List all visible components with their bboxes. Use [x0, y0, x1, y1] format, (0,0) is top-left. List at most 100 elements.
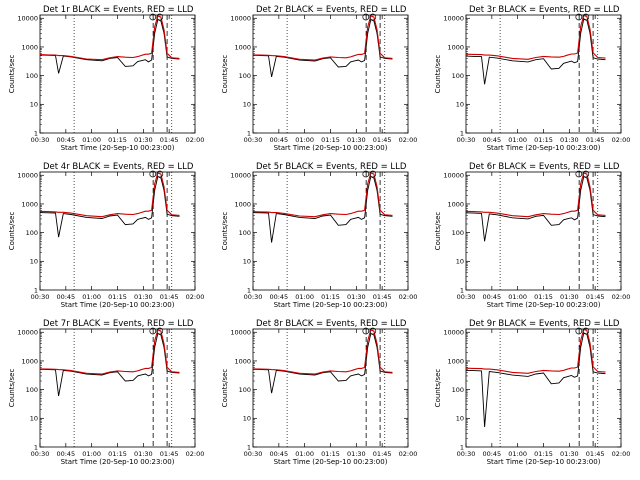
x-tick-label: 00:30 [244, 293, 263, 301]
peak-marker-circle [369, 327, 377, 335]
peak-marker-circle [149, 13, 157, 21]
x-tick-label: 00:45 [482, 136, 501, 144]
x-tick-label: 01:45 [160, 450, 179, 458]
x-tick-label: 01:30 [347, 293, 366, 301]
y-tick-label: 1 [247, 129, 251, 137]
y-tick-label: 100 [26, 386, 38, 394]
x-tick-label: 00:30 [31, 136, 50, 144]
series-lld-line [39, 15, 180, 61]
x-tick-label: 01:45 [160, 293, 179, 301]
y-tick-label: 10000 [443, 172, 464, 180]
x-tick-label: 01:30 [560, 136, 579, 144]
panel-title: Det 3r BLACK = Events, RED = LLD [469, 5, 620, 15]
x-tick-label: 01:15 [534, 293, 553, 301]
x-tick-label: 01:00 [508, 293, 527, 301]
series-events-line [465, 18, 606, 85]
panel-5: Det 5r BLACK = Events, RED = LLD 1 10 100 10… [221, 162, 417, 309]
x-tick-label: 02:00 [399, 136, 418, 144]
peak-marker-circle [156, 13, 164, 21]
peak-marker-circle [575, 170, 583, 178]
panel-title: Det 7r BLACK = Events, RED = LLD [43, 319, 194, 329]
plot-frame [252, 171, 409, 291]
x-tick-label: 01:00 [82, 450, 101, 458]
panel-title: Det 2r BLACK = Events, RED = LLD [256, 5, 407, 15]
x-tick-label: 01:30 [347, 450, 366, 458]
y-tick-label: 1000 [447, 43, 464, 51]
x-tick-label: 00:45 [482, 450, 501, 458]
x-tick-label: 01:00 [295, 293, 314, 301]
y-tick-label: 10 [456, 415, 464, 423]
x-tick-label: 01:15 [108, 293, 127, 301]
plot-frame [39, 171, 196, 291]
x-tick-label: 00:30 [457, 450, 476, 458]
series-events-line [39, 332, 180, 397]
y-tick-label: 10000 [443, 329, 464, 337]
x-tick-label: 01:45 [373, 450, 392, 458]
y-tick-label: 10000 [17, 15, 38, 23]
x-tick-label: 01:15 [108, 450, 127, 458]
plot-frame [465, 171, 622, 291]
x-tick-label: 02:00 [612, 136, 631, 144]
y-tick-label: 1 [34, 443, 38, 451]
panel-title: Det 1r BLACK = Events, RED = LLD [43, 5, 194, 15]
panel-title: Det 4r BLACK = Events, RED = LLD [43, 162, 194, 172]
y-tick-label: 1 [460, 443, 464, 451]
x-tick-label: 01:15 [321, 450, 340, 458]
panel-8: Det 8r BLACK = Events, RED = LLD 1 10 100 10… [221, 319, 417, 466]
plot-frame [465, 328, 622, 448]
x-axis-label: Start Time (20-Sep-10 00:23:00) [274, 458, 388, 466]
x-tick-label: 00:30 [457, 136, 476, 144]
y-tick-label: 1000 [21, 357, 38, 365]
y-tick-label: 10 [243, 258, 251, 266]
x-tick-label: 01:30 [560, 450, 579, 458]
y-tick-label: 1000 [447, 357, 464, 365]
peak-marker-circle [362, 13, 370, 21]
series-events-line [465, 332, 606, 428]
x-tick-label: 00:45 [269, 450, 288, 458]
y-tick-label: 10 [30, 415, 38, 423]
x-tick-label: 00:30 [31, 293, 50, 301]
x-tick-label: 00:30 [457, 293, 476, 301]
panel-1: Det 1r BLACK = Events, RED = LLD 1 10 100 10… [8, 5, 204, 152]
y-axis-label: Counts/sec [8, 212, 16, 251]
x-tick-label: 01:15 [534, 450, 553, 458]
y-tick-label: 10000 [443, 15, 464, 23]
x-axis-label: Start Time (20-Sep-10 00:23:00) [61, 301, 175, 309]
series-events-line [252, 332, 393, 394]
y-tick-label: 10 [30, 101, 38, 109]
peak-marker-circle [575, 327, 583, 335]
peak-marker-circle [156, 170, 164, 178]
y-tick-label: 1000 [234, 357, 251, 365]
y-tick-label: 1000 [234, 200, 251, 208]
y-tick-label: 100 [26, 229, 38, 237]
panel-title: Det 9r BLACK = Events, RED = LLD [469, 319, 620, 329]
y-tick-label: 1 [247, 443, 251, 451]
x-axis-label: Start Time (20-Sep-10 00:23:00) [274, 301, 388, 309]
x-tick-label: 01:15 [108, 136, 127, 144]
x-tick-label: 01:45 [373, 136, 392, 144]
y-tick-label: 10 [243, 101, 251, 109]
panel-7: Det 7r BLACK = Events, RED = LLD 1 10 100 10… [8, 319, 204, 466]
x-tick-label: 00:45 [56, 293, 75, 301]
x-tick-label: 02:00 [399, 293, 418, 301]
panel-2: Det 2r BLACK = Events, RED = LLD 1 10 100 10… [221, 5, 417, 152]
x-tick-label: 01:15 [534, 136, 553, 144]
peak-marker-circle [582, 13, 590, 21]
series-events-line [465, 175, 606, 242]
x-tick-label: 02:00 [612, 450, 631, 458]
y-tick-label: 100 [26, 72, 38, 80]
y-axis-label: Counts/sec [221, 55, 229, 94]
x-tick-label: 00:45 [56, 450, 75, 458]
y-tick-label: 10 [456, 101, 464, 109]
x-axis-label: Start Time (20-Sep-10 00:23:00) [61, 458, 175, 466]
plot-frame [465, 14, 622, 134]
y-axis-label: Counts/sec [221, 212, 229, 251]
y-tick-label: 100 [452, 229, 464, 237]
x-axis-label: Start Time (20-Sep-10 00:23:00) [487, 301, 601, 309]
x-tick-label: 01:15 [321, 293, 340, 301]
x-tick-label: 01:00 [295, 450, 314, 458]
series-events-line [39, 175, 180, 238]
y-tick-label: 10000 [230, 15, 251, 23]
x-tick-label: 00:45 [56, 136, 75, 144]
